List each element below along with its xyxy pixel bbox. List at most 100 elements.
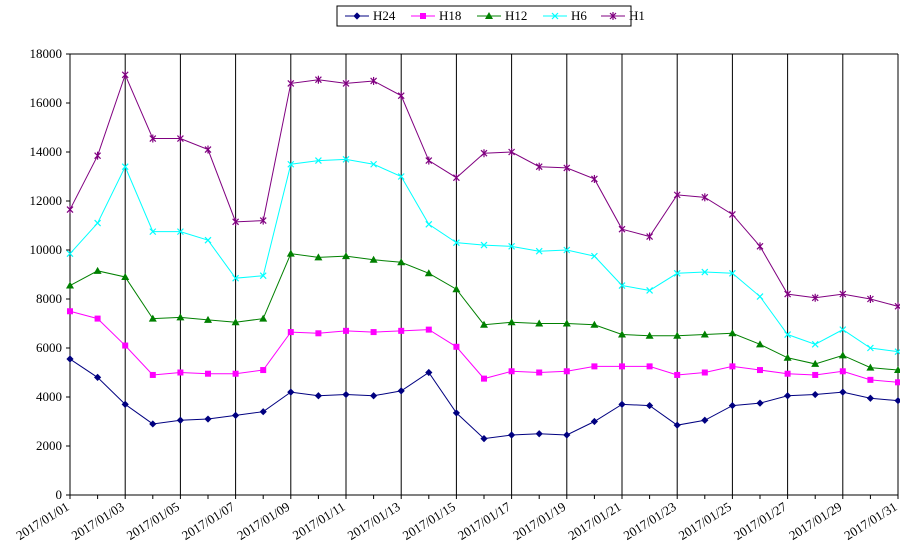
series-h24-point	[673, 421, 681, 429]
series-h12-point	[231, 318, 240, 326]
series-h12-point	[838, 351, 847, 359]
series-h24-point	[508, 431, 516, 439]
legend-label-h6: H6	[571, 8, 587, 23]
series-h1-point	[452, 173, 460, 182]
series-h24-point	[314, 392, 322, 400]
series-h18-point	[812, 371, 819, 378]
series-h18-point	[729, 363, 736, 370]
series-h6-point	[452, 239, 460, 247]
series-h24-point	[811, 390, 819, 399]
series-h6-point	[839, 326, 847, 334]
series-h6-point	[370, 160, 378, 168]
series-h18-point	[867, 376, 874, 383]
series-h6-point	[811, 340, 819, 348]
series-h12-point	[756, 340, 764, 348]
series-h6-point	[397, 173, 405, 180]
series-h1-point	[149, 134, 157, 143]
series-h12-point	[204, 315, 212, 323]
series-h24-point	[563, 431, 571, 439]
series-h6-point	[563, 246, 571, 254]
legend-swatch-marker	[551, 12, 559, 20]
series-h24-point	[149, 420, 157, 428]
y-tick-label: 10000	[30, 242, 63, 257]
series-h12-point	[894, 366, 900, 374]
series-h12-point	[507, 318, 516, 326]
series-h1-point	[756, 242, 764, 251]
x-tick-label: 2017/01/07	[179, 499, 238, 543]
series-h6-point	[121, 163, 129, 171]
series-h12	[66, 249, 900, 374]
series-h1-point	[811, 293, 819, 302]
series-h12-point	[645, 331, 654, 339]
series-h12-point	[700, 330, 709, 338]
series-h1-point	[425, 156, 433, 165]
series-h12-point	[590, 320, 599, 328]
series-h24-point	[646, 401, 654, 410]
legend-entry-h18: H18	[411, 8, 461, 23]
series-h24-point	[397, 387, 405, 395]
series-h24-point	[287, 388, 295, 396]
series-h24-point	[232, 411, 240, 419]
series-h6-point	[94, 219, 102, 227]
series-h18-point	[315, 330, 322, 337]
series-h18-point	[591, 363, 598, 370]
series-h18-point	[895, 379, 900, 386]
series-h24-point	[701, 416, 709, 424]
series-h24-point	[756, 399, 764, 407]
x-tick-label: 2017/01/13	[345, 499, 403, 543]
series-h18-point	[149, 371, 156, 378]
series-h18-point	[343, 327, 349, 334]
series-h12-point	[424, 269, 433, 277]
series-h18-point	[425, 326, 432, 333]
legend-entry-h1: H1	[601, 8, 645, 23]
series-h1-point	[121, 70, 129, 79]
series-h6-point	[590, 252, 598, 260]
series-h1	[66, 70, 900, 311]
series-h24-point	[452, 409, 460, 417]
x-tick-label: 2017/01/21	[565, 499, 623, 543]
series-h12-point	[452, 285, 461, 293]
x-tick-label: 2017/01/23	[621, 499, 679, 543]
x-tick-label: 2017/01/19	[510, 499, 568, 543]
series-h18-point	[453, 343, 460, 350]
series-h18-point	[646, 363, 653, 370]
series-h24-point	[66, 355, 74, 363]
series-h12-point	[562, 319, 571, 327]
series-h1-line	[69, 73, 899, 307]
series-h6-point	[866, 344, 874, 352]
series-h18	[67, 308, 900, 386]
series-h12-point	[176, 313, 185, 321]
series-h18-point	[122, 342, 129, 349]
legend-entry-h12: H12	[477, 8, 527, 23]
series-h1-point	[673, 190, 681, 199]
series-h12-point	[480, 320, 488, 328]
series-h12-point	[93, 266, 102, 274]
series-h24-point	[618, 400, 626, 408]
series-h18-point	[67, 308, 73, 315]
series-h6-point	[287, 160, 295, 168]
series-h24-point	[839, 388, 847, 396]
series-h24-point	[121, 400, 129, 408]
series-h24-point	[342, 390, 350, 399]
y-tick-label: 8000	[36, 291, 62, 306]
series-h1-point	[204, 145, 212, 154]
x-tick-label: 2017/01/11	[290, 499, 348, 543]
series-h18-point	[398, 327, 405, 334]
series-h18-point	[757, 367, 763, 374]
series-h1-point	[397, 91, 405, 100]
series-h18-point	[619, 363, 625, 370]
series-h12-point	[369, 255, 378, 263]
series-h24-point	[535, 430, 543, 438]
x-tick-label: 2017/01/09	[234, 499, 292, 543]
series-h12-point	[535, 319, 544, 327]
y-tick-label: 2000	[36, 438, 62, 453]
series-h24-point	[784, 392, 792, 400]
x-tick-label: 2017/01/25	[676, 499, 734, 543]
series-h6-point	[149, 228, 157, 236]
series-h6-point	[480, 241, 488, 249]
legend-entry-h24: H24	[345, 8, 396, 23]
legend-label-h1: H1	[629, 8, 645, 23]
series-h18-point	[701, 369, 708, 376]
series-h1-point	[342, 79, 350, 88]
series-h1-point	[784, 290, 792, 299]
